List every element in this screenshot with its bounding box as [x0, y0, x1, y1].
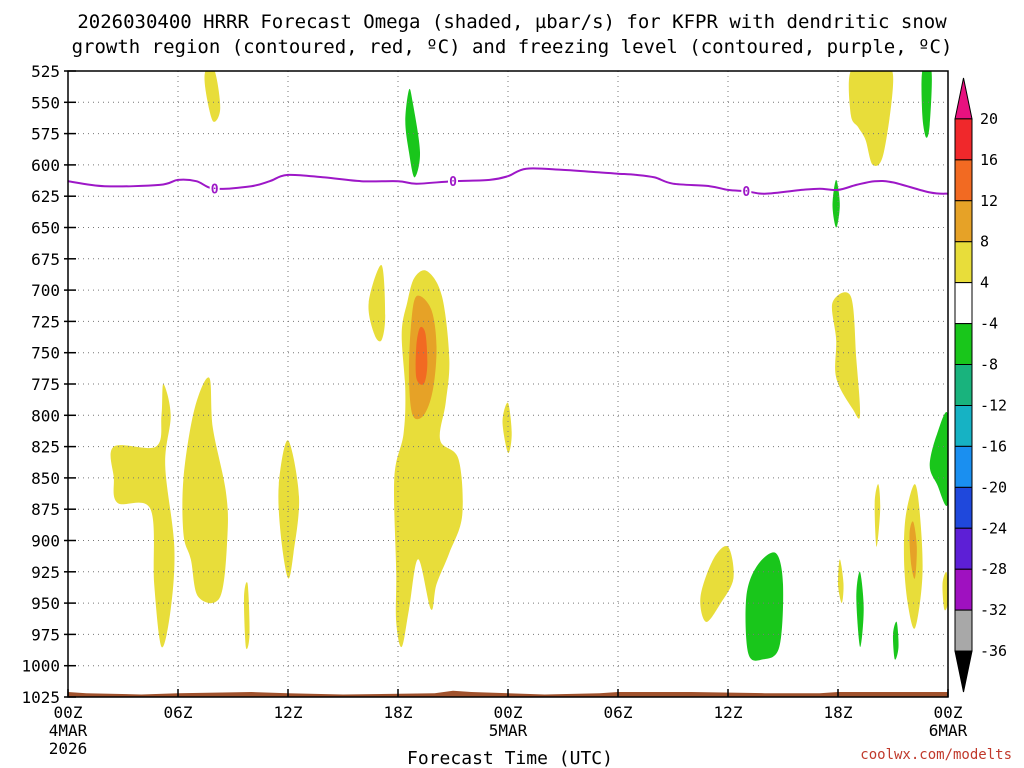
colorbar-bin--8	[954, 323, 973, 366]
colorbar-label-4: 4	[980, 274, 989, 292]
x-tick-label-6: 06Z	[164, 703, 193, 722]
colorbar-bin-16	[954, 118, 973, 161]
omega-region-0	[204, 71, 221, 122]
colorbar-label-1: 16	[980, 151, 998, 169]
omega-region-17	[892, 621, 899, 660]
y-tick-label-650: 650	[31, 219, 60, 238]
freezing-level-label-bg-1	[448, 174, 458, 188]
colorbar-label-12: -32	[980, 601, 1007, 619]
colorbar-label-9: -20	[980, 478, 1007, 496]
x-tick-sub1-0: 4MAR	[49, 721, 88, 740]
y-tick-label-900: 900	[31, 532, 60, 551]
omega-region-9	[502, 402, 512, 454]
y-tick-label-825: 825	[31, 438, 60, 457]
y-tick-label-725: 725	[31, 312, 60, 331]
freezing-level-line	[68, 167, 948, 195]
colorbar-label-11: -28	[980, 560, 1007, 578]
x-tick-sub2-0: 2026	[49, 739, 88, 758]
x-tick-label-24: 00Z	[494, 703, 523, 722]
colorbar-label-3: 8	[980, 233, 989, 251]
colorbar-label-7: -12	[980, 396, 1007, 414]
chart-title-line1: 2026030400 HRRR Forecast Omega (shaded, …	[77, 11, 947, 33]
omega-region-16	[874, 484, 881, 547]
credit-text: coolwx.com/modelts	[860, 747, 1012, 763]
colorbar-bin--24	[954, 486, 973, 529]
omega-region-12	[831, 292, 861, 419]
omega-region-1	[110, 384, 175, 648]
colorbar-label-5: -4	[980, 315, 998, 333]
y-tick-label-775: 775	[31, 375, 60, 394]
x-axis-label: Forecast Time (UTC)	[407, 748, 613, 768]
freezing-level-label-2: 0	[742, 185, 750, 200]
colorbar-bin--32	[954, 568, 973, 611]
y-tick-label-1000: 1000	[21, 657, 60, 676]
colorbar-bin--16	[954, 404, 973, 447]
x-tick-sub1-48: 6MAR	[929, 721, 968, 740]
y-tick-label-875: 875	[31, 500, 60, 519]
y-tick-label-675: 675	[31, 250, 60, 269]
colorbar-bin--36	[954, 609, 973, 652]
y-tick-label-625: 625	[31, 187, 60, 206]
y-tick-label-700: 700	[31, 281, 60, 300]
x-tick-label-48: 00Z	[934, 703, 963, 722]
freezing-level-label-1: 0	[449, 175, 457, 190]
colorbar-bin-8	[954, 200, 973, 243]
colorbar-bin--4	[954, 282, 973, 325]
omega-region-11	[745, 552, 784, 661]
colorbar-label-6: -8	[980, 356, 998, 374]
freezing-level-label-bg-2	[741, 184, 752, 198]
pressure-axis: 525 550 575 600 625 650 675 700 725 750 775 800 825 8…	[21, 62, 76, 707]
y-tick-label-550: 550	[31, 93, 60, 112]
colorbar-label-0: 20	[980, 110, 998, 128]
x-tick-label-42: 18Z	[824, 703, 853, 722]
omega-region-23	[921, 71, 932, 138]
colorbar-bin--20	[954, 445, 973, 488]
x-tick-label-36: 12Z	[714, 703, 743, 722]
colorbar-bin--12	[954, 364, 973, 406]
omega-region-3	[243, 582, 250, 650]
colorbar-label-8: -16	[980, 437, 1007, 455]
x-tick-label-12: 12Z	[274, 703, 303, 722]
omega-shaded-regions	[110, 71, 948, 661]
omega-region-2	[182, 377, 228, 604]
omega-region-19	[909, 521, 917, 579]
omega-region-8	[415, 326, 428, 385]
y-tick-label-1025: 1025	[21, 688, 60, 707]
grid-lines	[68, 71, 948, 697]
y-tick-label-525: 525	[31, 62, 60, 81]
colorbar-label-10: -24	[980, 519, 1007, 537]
omega-colorbar: 20 16 12 8 4 -4 -8 -12 -16 -20 -24 -28 -32 -36	[954, 77, 1007, 693]
colorbar-bin-4	[954, 241, 973, 284]
x-tick-label-0: 00Z	[54, 703, 83, 722]
y-tick-label-975: 975	[31, 625, 60, 644]
y-tick-label-800: 800	[31, 406, 60, 425]
x-tick-sub1-24: 5MAR	[489, 721, 528, 740]
y-tick-label-575: 575	[31, 125, 60, 144]
x-tick-label-30: 06Z	[604, 703, 633, 722]
omega-region-21	[929, 412, 948, 506]
freezing-level-label-0: 0	[211, 183, 219, 198]
y-tick-label-850: 850	[31, 469, 60, 488]
colorbar-bin--40	[954, 650, 973, 693]
colorbar-label-2: 12	[980, 192, 998, 210]
x-tick-label-18: 18Z	[384, 703, 413, 722]
omega-region-13	[837, 559, 844, 604]
omega-region-15	[856, 571, 864, 648]
colorbar-bin-12	[954, 159, 973, 202]
y-tick-label-750: 750	[31, 344, 60, 363]
omega-region-22	[848, 71, 894, 166]
y-tick-label-950: 950	[31, 594, 60, 613]
y-tick-label-925: 925	[31, 563, 60, 582]
omega-region-24	[405, 88, 421, 178]
omega-region-20	[942, 571, 948, 611]
colorbar-label-13: -36	[980, 642, 1007, 660]
chart-title-line2: growth region (contoured, red, ºC) and f…	[72, 36, 953, 58]
y-tick-label-600: 600	[31, 156, 60, 175]
colorbar-bin--28	[954, 527, 973, 570]
freezing-level-contour: 0 0 0	[68, 167, 948, 200]
omega-region-5	[368, 264, 386, 342]
freezing-level-label-bg-0	[209, 181, 220, 195]
